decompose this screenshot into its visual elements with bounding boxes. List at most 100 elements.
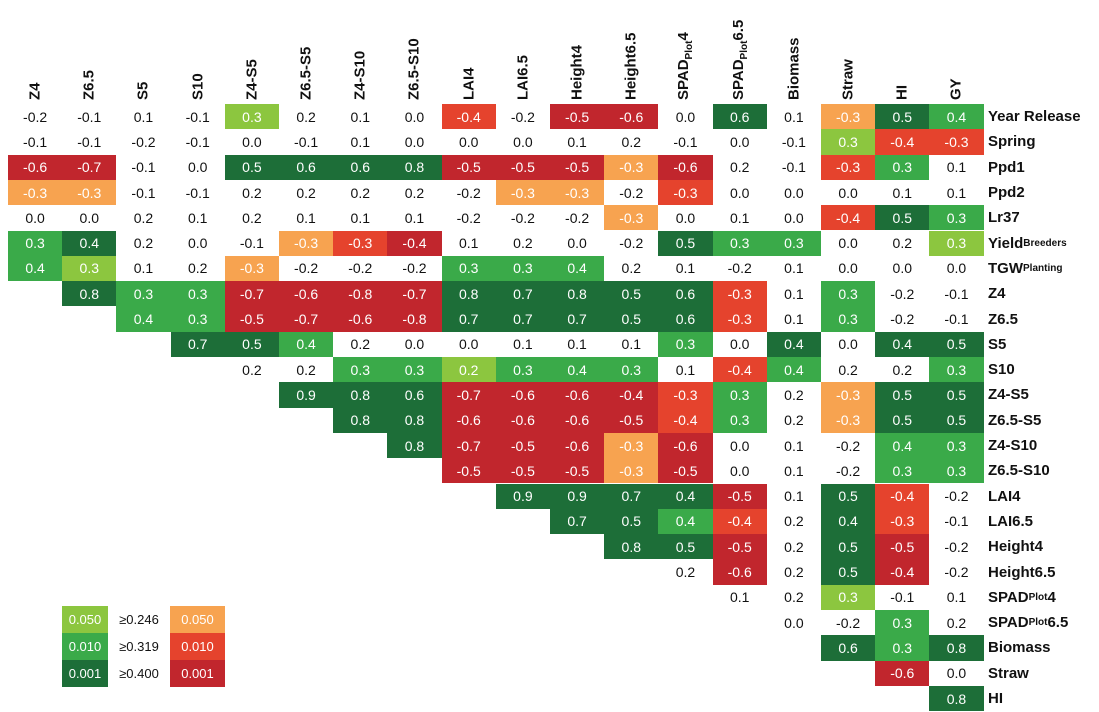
correlation-cell: -0.3 (495, 179, 550, 206)
correlation-cell: -0.2 (131, 133, 156, 150)
correlation-cell: 0.7 (170, 331, 225, 357)
correlation-cell: 0.3 (875, 458, 930, 484)
column-header-text: Height4 (569, 45, 586, 100)
column-header-text: GY (948, 78, 965, 100)
correlation-cell: -0.2 (23, 108, 48, 125)
correlation-cell: 0.2 (892, 361, 913, 378)
column-header: Z4-S5 (225, 0, 279, 104)
correlation-cell: -0.3 (821, 154, 876, 180)
label-text: Yield (988, 234, 1024, 252)
correlation-cell: 0.1 (784, 108, 804, 125)
correlation-cell: 0.0 (187, 159, 208, 176)
label-text: Z4-S10 (351, 50, 369, 100)
correlation-cell: 0.1 (892, 184, 913, 201)
correlation-cell: -0.1 (944, 513, 969, 530)
correlation-cell: 0.5 (929, 331, 984, 357)
legend-cell: ≥0.319 (119, 639, 159, 654)
label-text: Z6.5 (80, 69, 98, 100)
correlation-cell: -0.4 (712, 508, 767, 535)
row-label: Z4-S5 (988, 382, 1029, 407)
correlation-cell: -0.5 (712, 534, 767, 560)
correlation-cell: 0.7 (495, 281, 550, 307)
correlation-cell: -0.3 (224, 255, 279, 282)
correlation-cell: -0.1 (294, 133, 319, 150)
correlation-cell: 0.1 (133, 108, 154, 125)
correlation-cell: 0.2 (784, 564, 804, 581)
correlation-cell: 0.1 (946, 159, 967, 176)
legend-cell: ≥0.400 (119, 666, 159, 681)
correlation-cell: -0.2 (727, 260, 752, 277)
column-header: S10 (171, 0, 225, 104)
label-text: Height4 (568, 44, 586, 100)
correlation-cell: 0.3 (929, 205, 984, 231)
correlation-cell: 0.8 (333, 407, 388, 433)
label-text: 4 (675, 32, 693, 41)
correlation-cell: -0.1 (185, 108, 210, 125)
correlation-cell: 0.1 (784, 260, 804, 277)
label-text: Z4-S5 (243, 59, 261, 100)
row-label: Height4 (988, 534, 1043, 559)
correlation-cell: 0.2 (296, 184, 316, 201)
correlation-cell: 0.2 (621, 260, 642, 277)
correlation-cell: 0.5 (875, 382, 930, 408)
label-text: 6.5 (1047, 614, 1069, 632)
correlation-cell: -0.2 (836, 462, 861, 479)
correlation-cell: 0.0 (892, 260, 913, 277)
label-text: S5 (134, 81, 152, 100)
label-text: SPAD (988, 614, 1029, 632)
correlation-cell: -0.7 (441, 382, 496, 408)
correlation-cell: -0.1 (944, 311, 969, 328)
correlation-cell: 0.1 (567, 336, 587, 353)
correlation-cell: 0.2 (350, 336, 371, 353)
correlation-cell: 0.6 (658, 306, 713, 332)
label-text: Ppd2 (988, 184, 1025, 202)
label-text: TGW (988, 259, 1023, 277)
label-text: Height6.5 (622, 32, 640, 100)
column-header: S5 (116, 0, 170, 104)
correlation-cell: -0.3 (62, 179, 117, 206)
correlation-cell: -0.4 (875, 483, 930, 509)
label-text: S10 (988, 361, 1015, 379)
label-text: Straw (839, 59, 857, 100)
correlation-cell: 0.1 (675, 361, 696, 378)
correlation-cell: 0.3 (766, 230, 821, 256)
correlation-cell: -0.3 (712, 281, 767, 307)
correlation-cell: -0.3 (279, 230, 334, 256)
correlation-cell: -0.1 (781, 133, 806, 150)
row-label: Z6.5-S5 (988, 408, 1041, 433)
row-label: Year Release (988, 104, 1081, 129)
correlation-cell: 0.0 (784, 184, 804, 201)
correlation-cell: -0.2 (619, 235, 644, 252)
correlation-cell: 0.1 (784, 437, 804, 454)
correlation-cell: 0.0 (946, 260, 967, 277)
correlation-cell: 0.3 (821, 129, 876, 155)
correlation-cell: -0.2 (890, 311, 915, 328)
label-text: LAI4 (460, 67, 478, 100)
label-text: Z4-S10 (988, 437, 1038, 455)
correlation-cell: -0.4 (712, 357, 767, 383)
column-header: HI (875, 0, 929, 104)
column-header-text: Straw (840, 59, 857, 100)
correlation-cell: 0.1 (946, 184, 967, 201)
correlation-cell: -0.2 (944, 564, 969, 581)
correlation-cell: 0.0 (838, 336, 858, 353)
correlation-cell: -0.5 (604, 407, 659, 433)
row-label: Z6.5 (988, 306, 1018, 331)
correlation-cell: 0.9 (495, 483, 550, 509)
row-label: Ppd2 (988, 180, 1025, 205)
correlation-cell: 0.3 (712, 230, 767, 256)
correlation-cell: -0.3 (929, 129, 984, 155)
label-text: Z4 (988, 285, 1006, 303)
correlation-cell: 0.5 (658, 230, 713, 256)
correlation-cell: 0.2 (242, 209, 262, 226)
correlation-cell: 0.6 (821, 635, 876, 661)
column-header-text: HI (894, 85, 911, 100)
column-header: Z6.5-S5 (279, 0, 333, 104)
correlation-cell: 0.6 (333, 154, 388, 180)
label-text: Z4 (26, 82, 44, 100)
correlation-cell: 0.2 (784, 412, 804, 429)
correlation-cell: 0.4 (658, 483, 713, 509)
correlation-cell: 0.4 (279, 331, 334, 357)
label-text: Height4 (988, 538, 1044, 556)
column-header: Straw (821, 0, 875, 104)
